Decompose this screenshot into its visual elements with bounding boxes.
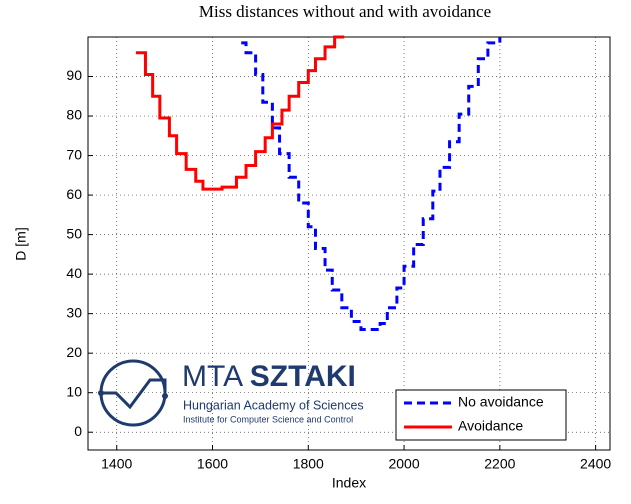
y-tick-label: 20	[66, 344, 82, 360]
logo-name-bold: SZTAKI	[250, 360, 356, 393]
logo-dot	[162, 393, 168, 399]
logo-name: MTA SZTAKI	[182, 360, 356, 393]
y-tick-label: 90	[66, 67, 82, 83]
logo-line: Institute for Computer Science and Contr…	[183, 414, 353, 424]
series-line	[135, 35, 345, 191]
y-tick-label: 10	[66, 383, 82, 399]
y-tick-label: 60	[66, 186, 82, 202]
x-axis-label: Index	[332, 475, 366, 491]
x-tick-label: 2200	[484, 456, 515, 472]
logo: MTA SZTAKI Hungarian Academy of Sciences…	[98, 359, 364, 427]
y-tick-label: 40	[66, 265, 82, 281]
plot-frame	[87, 36, 611, 451]
x-tick-label: 2400	[580, 456, 611, 472]
y-tick-label: 70	[66, 146, 82, 162]
x-tick-label: 2000	[388, 456, 419, 472]
y-tick-label: 30	[66, 304, 82, 320]
legend-box	[395, 389, 567, 441]
legend-label: No avoidance	[458, 394, 544, 410]
x-tick-label: 1400	[101, 456, 132, 472]
logo-name-part: MTA	[182, 360, 243, 393]
series-line	[241, 37, 502, 331]
chart-title: Miss distances without and with avoidanc…	[199, 2, 491, 21]
legend-label: Avoidance	[458, 418, 523, 434]
y-tick-label: 0	[74, 423, 82, 439]
y-tick-label: 80	[66, 107, 82, 123]
x-tick-label: 1800	[293, 456, 324, 472]
logo-mark	[101, 378, 167, 410]
x-tick-label: 1600	[197, 456, 228, 472]
y-tick-label: 50	[66, 225, 82, 241]
y-axis-label: D [m]	[13, 227, 29, 260]
logo-line: Hungarian Academy of Sciences	[183, 398, 364, 412]
